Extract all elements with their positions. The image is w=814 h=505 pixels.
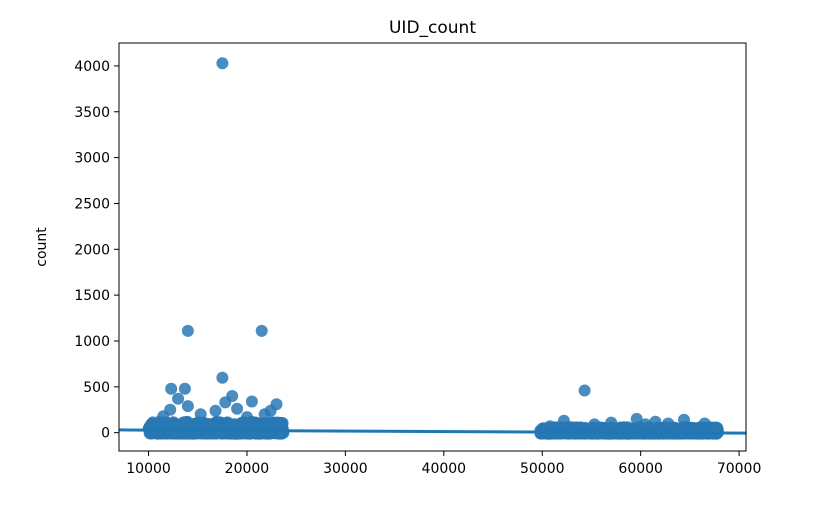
data-point <box>630 412 643 425</box>
data-point <box>231 402 244 415</box>
x-tick-label: 40000 <box>422 461 467 477</box>
chart-title: UID_count <box>389 18 476 38</box>
plot-frame <box>118 42 747 452</box>
data-point <box>662 417 675 430</box>
y-tick-label: 4000 <box>74 59 110 75</box>
data-point <box>698 417 711 430</box>
y-tick-label: 0 <box>101 426 110 442</box>
data-point <box>194 408 207 421</box>
data-point <box>255 324 268 337</box>
x-tick-label: 60000 <box>618 461 663 477</box>
x-tick-label: 50000 <box>520 461 565 477</box>
data-point <box>241 411 253 424</box>
data-point <box>578 384 591 397</box>
data-point <box>544 420 557 433</box>
data-point <box>216 57 229 70</box>
y-axis-label: count <box>34 227 50 267</box>
y-tick-label: 2000 <box>74 242 110 258</box>
x-tick-label: 10000 <box>126 461 171 477</box>
y-tick-label: 3000 <box>74 151 110 167</box>
data-point <box>678 413 690 426</box>
regression-line <box>118 428 747 435</box>
data-point <box>245 395 258 408</box>
data-point <box>209 404 222 417</box>
data-point <box>178 382 191 395</box>
data-point <box>172 392 185 405</box>
y-axis: 0 500 1000 1500 2000 2500 3000 3500 4000 <box>74 59 119 442</box>
y-tick-label: 3500 <box>74 105 110 121</box>
data-point <box>649 415 662 428</box>
data-point <box>165 382 178 395</box>
data-point <box>557 414 570 427</box>
x-tick-label: 20000 <box>225 461 270 477</box>
x-axis: 10000 20000 30000 40000 50000 60000 70000 <box>126 451 761 477</box>
y-tick-label: 2500 <box>74 196 110 212</box>
data-point <box>605 416 618 429</box>
y-tick-label: 500 <box>83 380 110 396</box>
cluster-point <box>277 426 290 439</box>
data-point <box>181 400 194 413</box>
y-tick-label: 1500 <box>74 288 110 304</box>
data-point <box>588 418 601 431</box>
x-tick-label: 30000 <box>323 461 368 477</box>
regression-line-group <box>118 428 747 435</box>
x-tick-label: 70000 <box>717 461 762 477</box>
data-point <box>216 371 229 384</box>
data-point <box>219 396 232 409</box>
data-point <box>639 418 652 431</box>
y-tick-label: 1000 <box>74 334 110 350</box>
scatter-marks <box>142 57 724 440</box>
data-point <box>157 410 170 423</box>
data-point <box>181 324 194 337</box>
data-point <box>258 408 271 421</box>
